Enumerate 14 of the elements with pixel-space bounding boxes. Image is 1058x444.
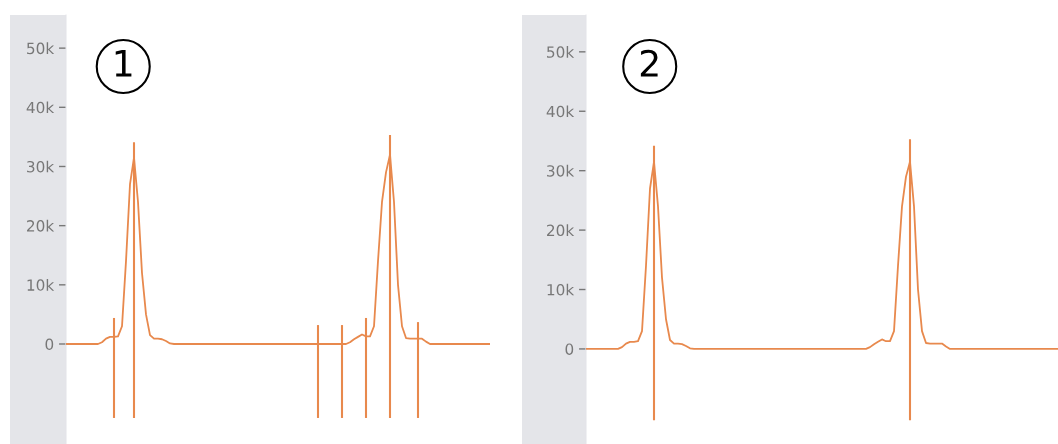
y-tick-label: 50k: [547, 46, 575, 58]
y-tick-label: 40k: [546, 105, 575, 118]
y-tick-label: 10k: [27, 279, 55, 291]
y-tick-label: 40k: [26, 101, 55, 114]
y-tick-label: 10k: [547, 283, 575, 296]
text: 1: [115, 50, 132, 77]
text: 2: [640, 49, 658, 77]
y-tick-label: 30k: [547, 164, 575, 177]
y-tick-label: 0: [565, 343, 574, 355]
y-tick-label: 20k: [27, 219, 55, 232]
y-tick-label: 0: [45, 338, 54, 351]
y-tick-label: 50k: [27, 42, 55, 55]
y-tick-label: 30k: [27, 160, 55, 173]
y-tick-label: 20k: [547, 224, 575, 237]
